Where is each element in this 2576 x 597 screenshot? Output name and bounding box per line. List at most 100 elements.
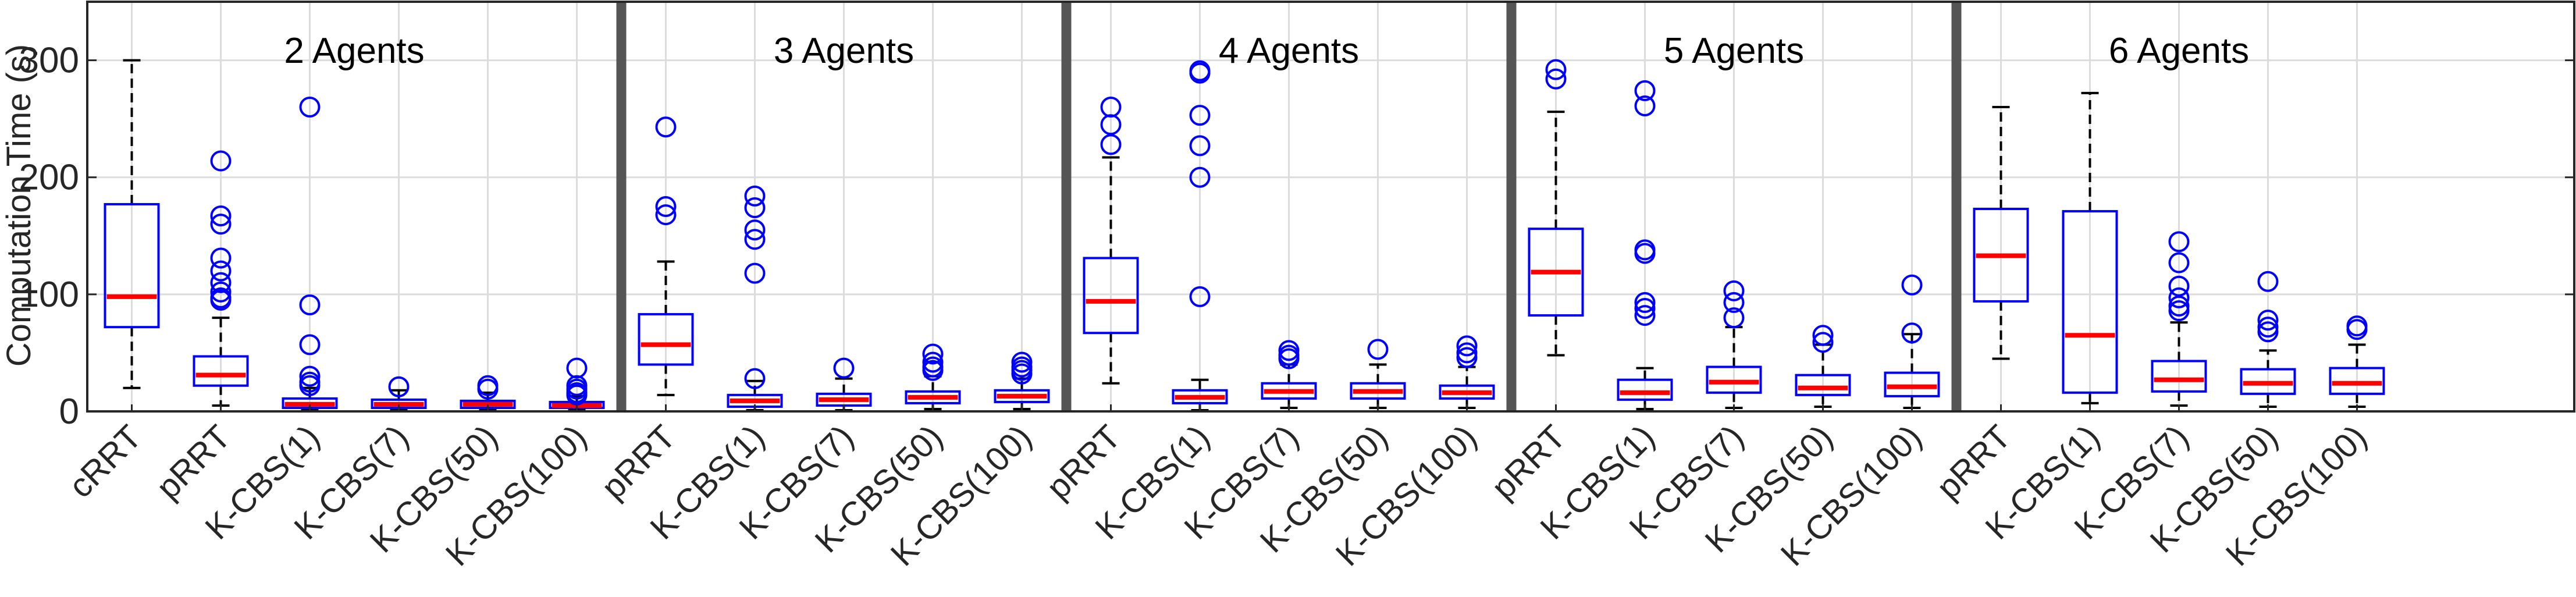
outlier-point <box>1278 348 1300 369</box>
box-k-cbs-50- <box>2240 271 2296 408</box>
outlier-point <box>744 185 766 207</box>
outlier-point <box>299 97 321 118</box>
outlier-point <box>1189 166 1211 188</box>
outlier-point <box>922 343 944 365</box>
iqr-box <box>1795 374 1851 396</box>
outlier-point <box>388 376 410 397</box>
iqr-box <box>2240 368 2296 395</box>
boxplot-marks <box>104 59 2385 411</box>
outlier-point <box>1634 95 1656 117</box>
iqr-box <box>1439 384 1495 400</box>
outlier-point <box>1723 307 1745 329</box>
box-k-cbs-50- <box>1795 325 1851 408</box>
outlier-point <box>210 281 232 303</box>
outlier-point <box>744 262 766 284</box>
outlier-point <box>744 219 766 241</box>
outlier-point <box>1901 274 1923 296</box>
outlier-point <box>744 368 766 389</box>
box-prrt <box>638 116 694 396</box>
outlier-point <box>299 365 321 387</box>
outlier-point <box>1545 59 1567 80</box>
iqr-box <box>1617 378 1673 401</box>
outlier-point <box>2257 310 2279 331</box>
outlier-point <box>1812 325 1834 346</box>
outlier-point <box>744 197 766 219</box>
iqr-box <box>638 313 694 366</box>
box-k-cbs-50- <box>905 343 961 410</box>
outlier-point <box>1011 363 1033 385</box>
iqr-box <box>994 389 1050 403</box>
y-tick-label: 200 <box>19 158 79 198</box>
outlier-point <box>299 294 321 315</box>
outlier-point <box>2257 271 2279 292</box>
y-tick-labels: 0 100 200 300 <box>19 41 79 432</box>
panel-1 <box>104 59 605 411</box>
outlier-point <box>1723 292 1745 313</box>
box-prrt <box>1528 59 1584 357</box>
iqr-box <box>1706 365 1762 394</box>
iqr-box <box>2062 210 2118 394</box>
outlier-point <box>1634 292 1656 313</box>
box-k-cbs-100- <box>1884 274 1940 409</box>
panel-titles: 2 Agents 3 Agents 4 Agents 5 Agents 6 Agents <box>284 31 2249 71</box>
outlier-point <box>1634 80 1656 101</box>
outlier-point <box>655 196 677 217</box>
box-k-cbs-100- <box>2329 315 2385 408</box>
outlier-point <box>2257 321 2279 343</box>
outlier-point <box>477 378 499 400</box>
outlier-point <box>2168 231 2190 253</box>
outlier-point <box>299 334 321 356</box>
y-tick-label: 0 <box>59 392 79 432</box>
box-k-cbs-7- <box>1261 340 1317 409</box>
iqr-box <box>1884 371 1940 397</box>
outlier-point <box>1901 322 1923 344</box>
box-prrt <box>193 150 249 407</box>
box-k-cbs-100- <box>549 357 605 411</box>
box-crrt <box>104 59 160 389</box>
outlier-point <box>210 289 232 311</box>
outlier-point <box>1367 339 1389 360</box>
iqr-box <box>905 390 961 404</box>
outlier-point <box>1100 134 1122 155</box>
outlier-point <box>655 204 677 226</box>
iqr-box <box>1083 257 1139 335</box>
panel-3 <box>1083 60 1495 411</box>
outlier-point <box>210 247 232 269</box>
iqr-box <box>1528 228 1584 317</box>
outlier-point <box>1634 305 1656 326</box>
iqr-box <box>2151 360 2207 393</box>
iqr-box <box>2329 367 2385 395</box>
outlier-point <box>1189 286 1211 307</box>
box-k-cbs-1- <box>1172 60 1228 411</box>
outlier-point <box>2168 300 2190 322</box>
outlier-point <box>2168 275 2190 297</box>
outlier-point <box>210 260 232 282</box>
outlier-point <box>1812 332 1834 353</box>
panel-4 <box>1528 59 1940 410</box>
outlier-point <box>299 375 321 396</box>
box-k-cbs-1- <box>1617 80 1673 410</box>
outlier-point <box>1456 347 1478 368</box>
iqr-box <box>193 355 249 387</box>
box-prrt <box>1973 106 2029 360</box>
box-prrt <box>1083 97 1139 385</box>
box-k-cbs-100- <box>1439 335 1495 409</box>
outlier-point <box>2346 319 2368 340</box>
panel-title: 2 Agents <box>284 31 424 71</box>
iqr-box <box>104 202 160 329</box>
y-tick-label: 100 <box>19 275 79 315</box>
box-k-cbs-7- <box>1706 280 1762 409</box>
iqr-box <box>1973 208 2029 303</box>
outlier-point <box>1634 297 1656 319</box>
iqr-box <box>1172 389 1228 404</box>
outlier-point <box>833 357 855 379</box>
outlier-point <box>210 150 232 172</box>
box-k-cbs-7- <box>2151 231 2207 407</box>
panel-title: 4 Agents <box>1219 31 1359 71</box>
outlier-point <box>1456 335 1478 357</box>
panel-title: 5 Agents <box>1664 31 1804 71</box>
outlier-point <box>210 214 232 235</box>
panel-5 <box>1973 91 2385 408</box>
